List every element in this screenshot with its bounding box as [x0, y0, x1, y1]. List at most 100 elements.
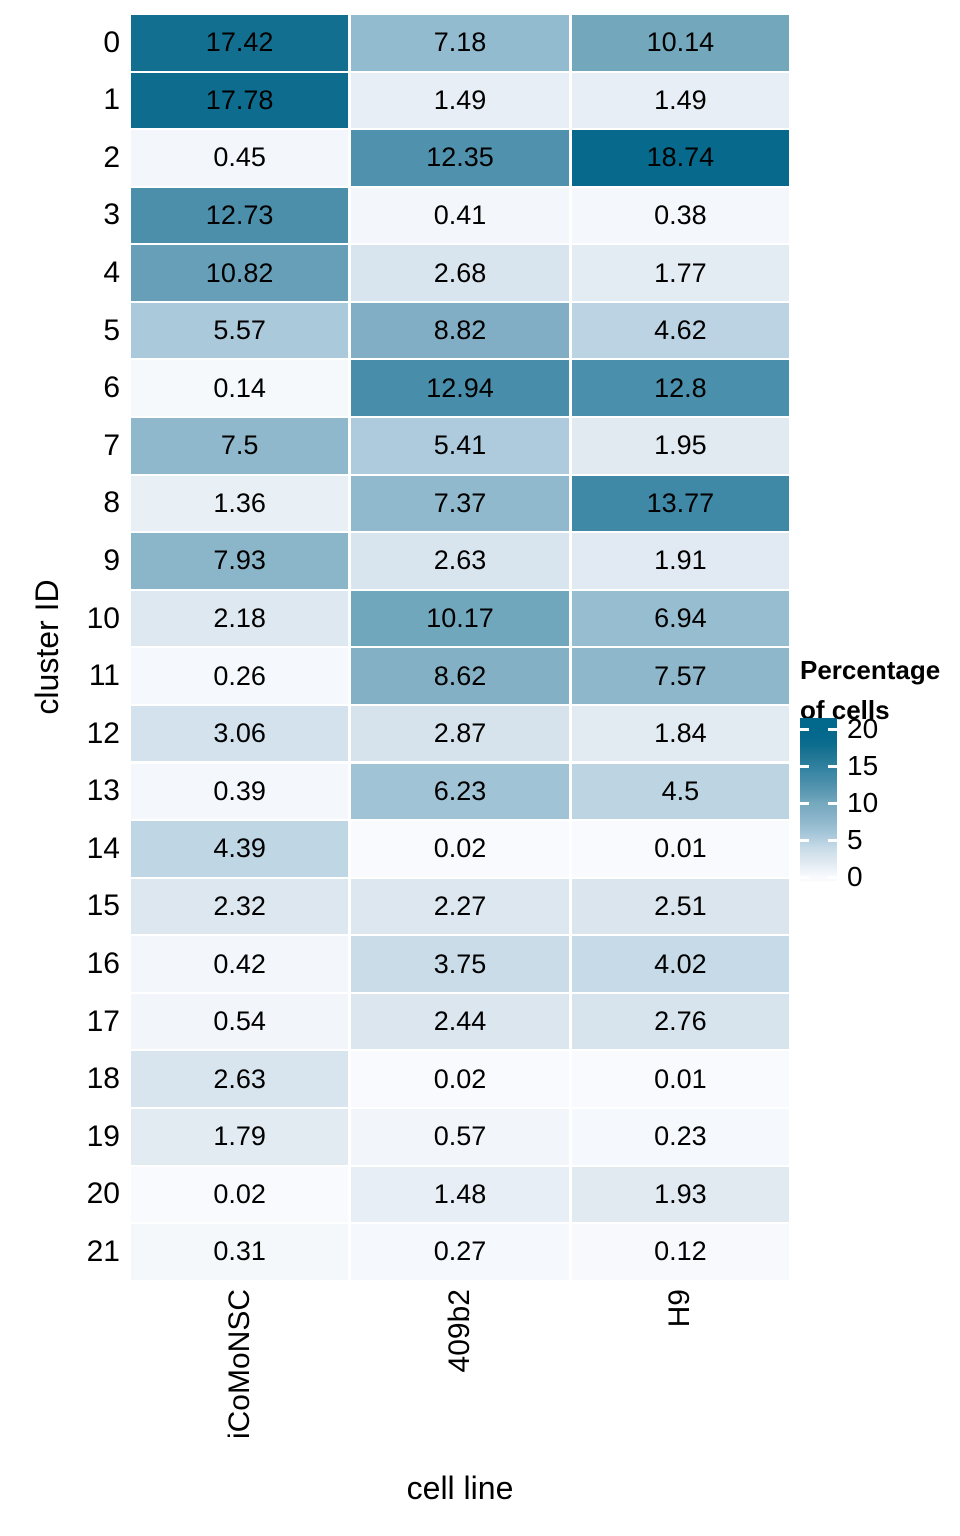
y-axis-tick-label: 10	[86, 601, 120, 635]
y-axis-tick-label: 19	[86, 1119, 120, 1153]
heatmap-cell: 8.82	[351, 302, 569, 359]
heatmap-cell: 0.01	[571, 821, 789, 877]
heatmap-cell: 4.62	[571, 302, 789, 359]
legend-tick-mark	[800, 838, 809, 842]
heatmap-cell: 1.77	[571, 245, 789, 301]
legend-tick-label: 5	[847, 824, 863, 855]
heatmap-cell: 4.5	[571, 763, 789, 820]
legend-tick-mark	[828, 727, 837, 731]
y-axis-tick-label: 3	[103, 198, 120, 232]
heatmap-cell: 0.26	[131, 648, 349, 704]
heatmap-cell: 18.74	[571, 130, 789, 186]
y-axis-tick-label: 12	[86, 716, 120, 750]
y-axis-tick-label: 15	[86, 889, 120, 923]
heatmap-cell: 1.91	[571, 533, 789, 589]
heatmap-cell: 12.73	[131, 187, 349, 244]
heatmap-cell: 2.18	[131, 590, 349, 647]
heatmap-cell: 0.45	[131, 130, 349, 186]
heatmap-cell: 1.36	[131, 475, 349, 532]
y-axis-tick-label: 1	[103, 83, 120, 117]
heatmap-cell: 0.02	[131, 1166, 349, 1223]
heatmap-cell: 0.38	[571, 187, 789, 244]
legend-tick-mark	[828, 764, 837, 768]
heatmap-cell: 1.49	[571, 72, 789, 129]
x-axis-tick-label: iCoMoNSC	[222, 1288, 256, 1439]
x-axis-tick-label: 409b2	[443, 1288, 476, 1373]
heatmap-cell: 7.57	[571, 648, 789, 704]
legend-tick-mark	[828, 838, 837, 842]
heatmap-cell: 2.63	[131, 1051, 349, 1107]
heatmap-cell: 10.17	[351, 590, 569, 647]
heatmap-cell: 12.8	[571, 360, 789, 416]
heatmap-cell: 0.27	[351, 1224, 569, 1280]
legend-tick-mark	[828, 875, 837, 879]
y-axis-tick-label: 0	[103, 25, 120, 59]
y-axis-tick-label: 17	[86, 1004, 120, 1038]
legend-tick-mark	[800, 727, 809, 731]
heatmap-cell: 0.42	[131, 936, 349, 992]
heatmap-cell: 0.39	[131, 763, 349, 820]
heatmap-cell: 6.23	[351, 763, 569, 820]
heatmap-cell: 5.41	[351, 418, 569, 474]
heatmap-cell: 0.31	[131, 1224, 349, 1280]
heatmap-cell: 4.02	[571, 936, 789, 992]
y-axis-tick-label: 8	[103, 486, 120, 520]
y-axis-tick-label: 9	[103, 543, 120, 577]
heatmap-cell: 0.01	[571, 1051, 789, 1107]
y-axis-tick-label: 13	[86, 774, 120, 808]
heatmap-cell: 0.12	[571, 1224, 789, 1280]
heatmap-cell: 2.27	[351, 878, 569, 935]
heatmap-cell: 7.37	[351, 475, 569, 532]
heatmap-cell: 3.06	[131, 705, 349, 762]
heatmap-cell: 8.62	[351, 648, 569, 704]
heatmap-cell: 17.78	[131, 72, 349, 129]
y-axis-tick-label: 16	[86, 947, 120, 981]
heatmap-cell: 1.48	[351, 1166, 569, 1223]
heatmap-cell: 7.5	[131, 418, 349, 474]
heatmap-cell: 2.63	[351, 533, 569, 589]
y-axis-tick-label: 14	[86, 831, 120, 865]
legend-tick-mark	[800, 764, 809, 768]
heatmap-cell: 0.02	[351, 821, 569, 877]
heatmap-cell: 0.41	[351, 187, 569, 244]
y-axis-tick-label: 20	[86, 1177, 120, 1211]
heatmap-cell: 1.93	[571, 1166, 789, 1223]
legend-title-line1: Percentage	[800, 655, 941, 685]
heatmap-cell: 0.54	[131, 993, 349, 1050]
y-axis-tick-label: 11	[88, 659, 120, 693]
heatmap-cell: 7.18	[351, 15, 569, 71]
heatmap-cell: 2.68	[351, 245, 569, 301]
legend-tick-label: 20	[847, 713, 879, 744]
legend-tick-label: 0	[847, 861, 863, 892]
heatmap-cell: 17.42	[131, 15, 349, 71]
heatmap-cell: 1.95	[571, 418, 789, 474]
heatmap-cell: 0.57	[351, 1109, 569, 1165]
heatmap-cell: 12.94	[351, 360, 569, 416]
legend-tick-mark	[800, 875, 809, 879]
heatmap-cell: 0.23	[571, 1109, 789, 1165]
heatmap-cell: 13.77	[571, 475, 789, 532]
y-axis-tick-label: 18	[86, 1062, 120, 1096]
heatmap-cell: 2.32	[131, 878, 349, 935]
legend-tick-label: 15	[847, 750, 879, 781]
legend-title: Percentage of cells	[800, 650, 940, 730]
legend-tick-label: 10	[847, 787, 879, 818]
heatmap-cell: 7.93	[131, 533, 349, 589]
heatmap-cell: 5.57	[131, 302, 349, 359]
heatmap-cell: 2.76	[571, 993, 789, 1050]
heatmap-cell: 12.35	[351, 130, 569, 186]
y-axis-tick-label: 2	[103, 140, 120, 174]
heatmap-cell: 2.51	[571, 878, 789, 935]
legend-tick-mark	[828, 801, 837, 805]
heatmap-cell: 6.94	[571, 590, 789, 647]
x-axis-title: cell line	[406, 1470, 514, 1506]
y-axis-tick-label: 7	[103, 428, 120, 462]
heatmap-cell: 1.49	[351, 72, 569, 129]
heatmap-cell: 0.14	[131, 360, 349, 416]
heatmap-cell: 0.02	[351, 1051, 569, 1107]
y-axis-tick-label: 4	[103, 256, 120, 290]
legend-tick-mark	[800, 801, 809, 805]
heatmap-cell: 2.87	[351, 705, 569, 762]
heatmap-cell: 10.14	[571, 15, 789, 71]
